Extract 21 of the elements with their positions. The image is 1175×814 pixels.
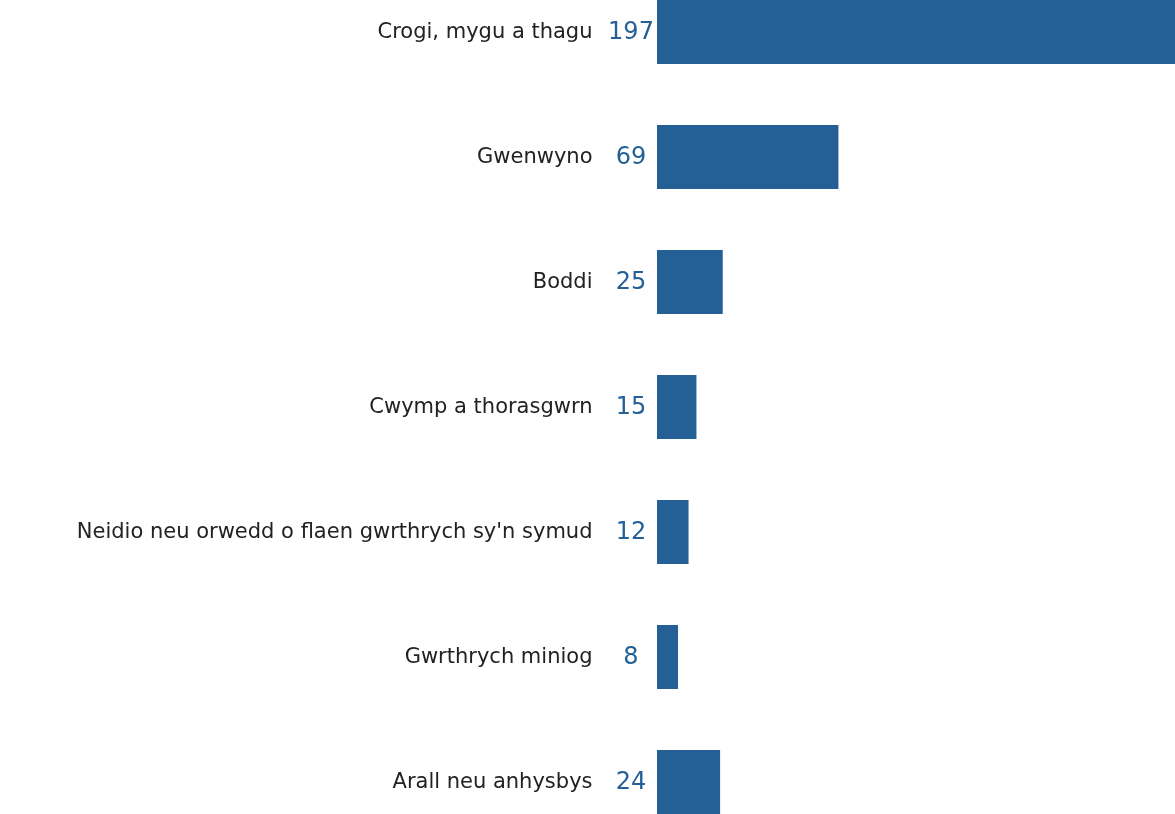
y-tick-label: Arall neu anhysbys	[392, 769, 593, 793]
data-label: 8	[623, 642, 639, 670]
data-label: 197	[608, 17, 654, 45]
y-tick-label: Gwrthrych miniog	[404, 644, 593, 668]
y-tick-label: Gwenwyno	[477, 144, 593, 168]
data-label: 25	[615, 267, 647, 295]
bar	[657, 500, 689, 564]
bar	[657, 625, 679, 689]
bar	[657, 0, 1175, 64]
y-tick-label: Boddi	[532, 269, 593, 293]
data-label: 24	[615, 767, 647, 795]
bar	[657, 375, 697, 439]
data-label: 69	[615, 142, 647, 170]
y-tick-label: Neidio neu orwedd o flaen gwrthrych sy'n symud	[76, 519, 593, 543]
y-tick-label: Crogi, mygu a thagu	[377, 19, 593, 43]
y-tick-label: Cwymp a thorasgwrn	[369, 394, 593, 418]
bar	[657, 125, 839, 189]
data-label: 12	[615, 517, 647, 545]
bar	[657, 750, 721, 814]
data-label: 15	[615, 392, 647, 420]
bar	[657, 250, 723, 314]
